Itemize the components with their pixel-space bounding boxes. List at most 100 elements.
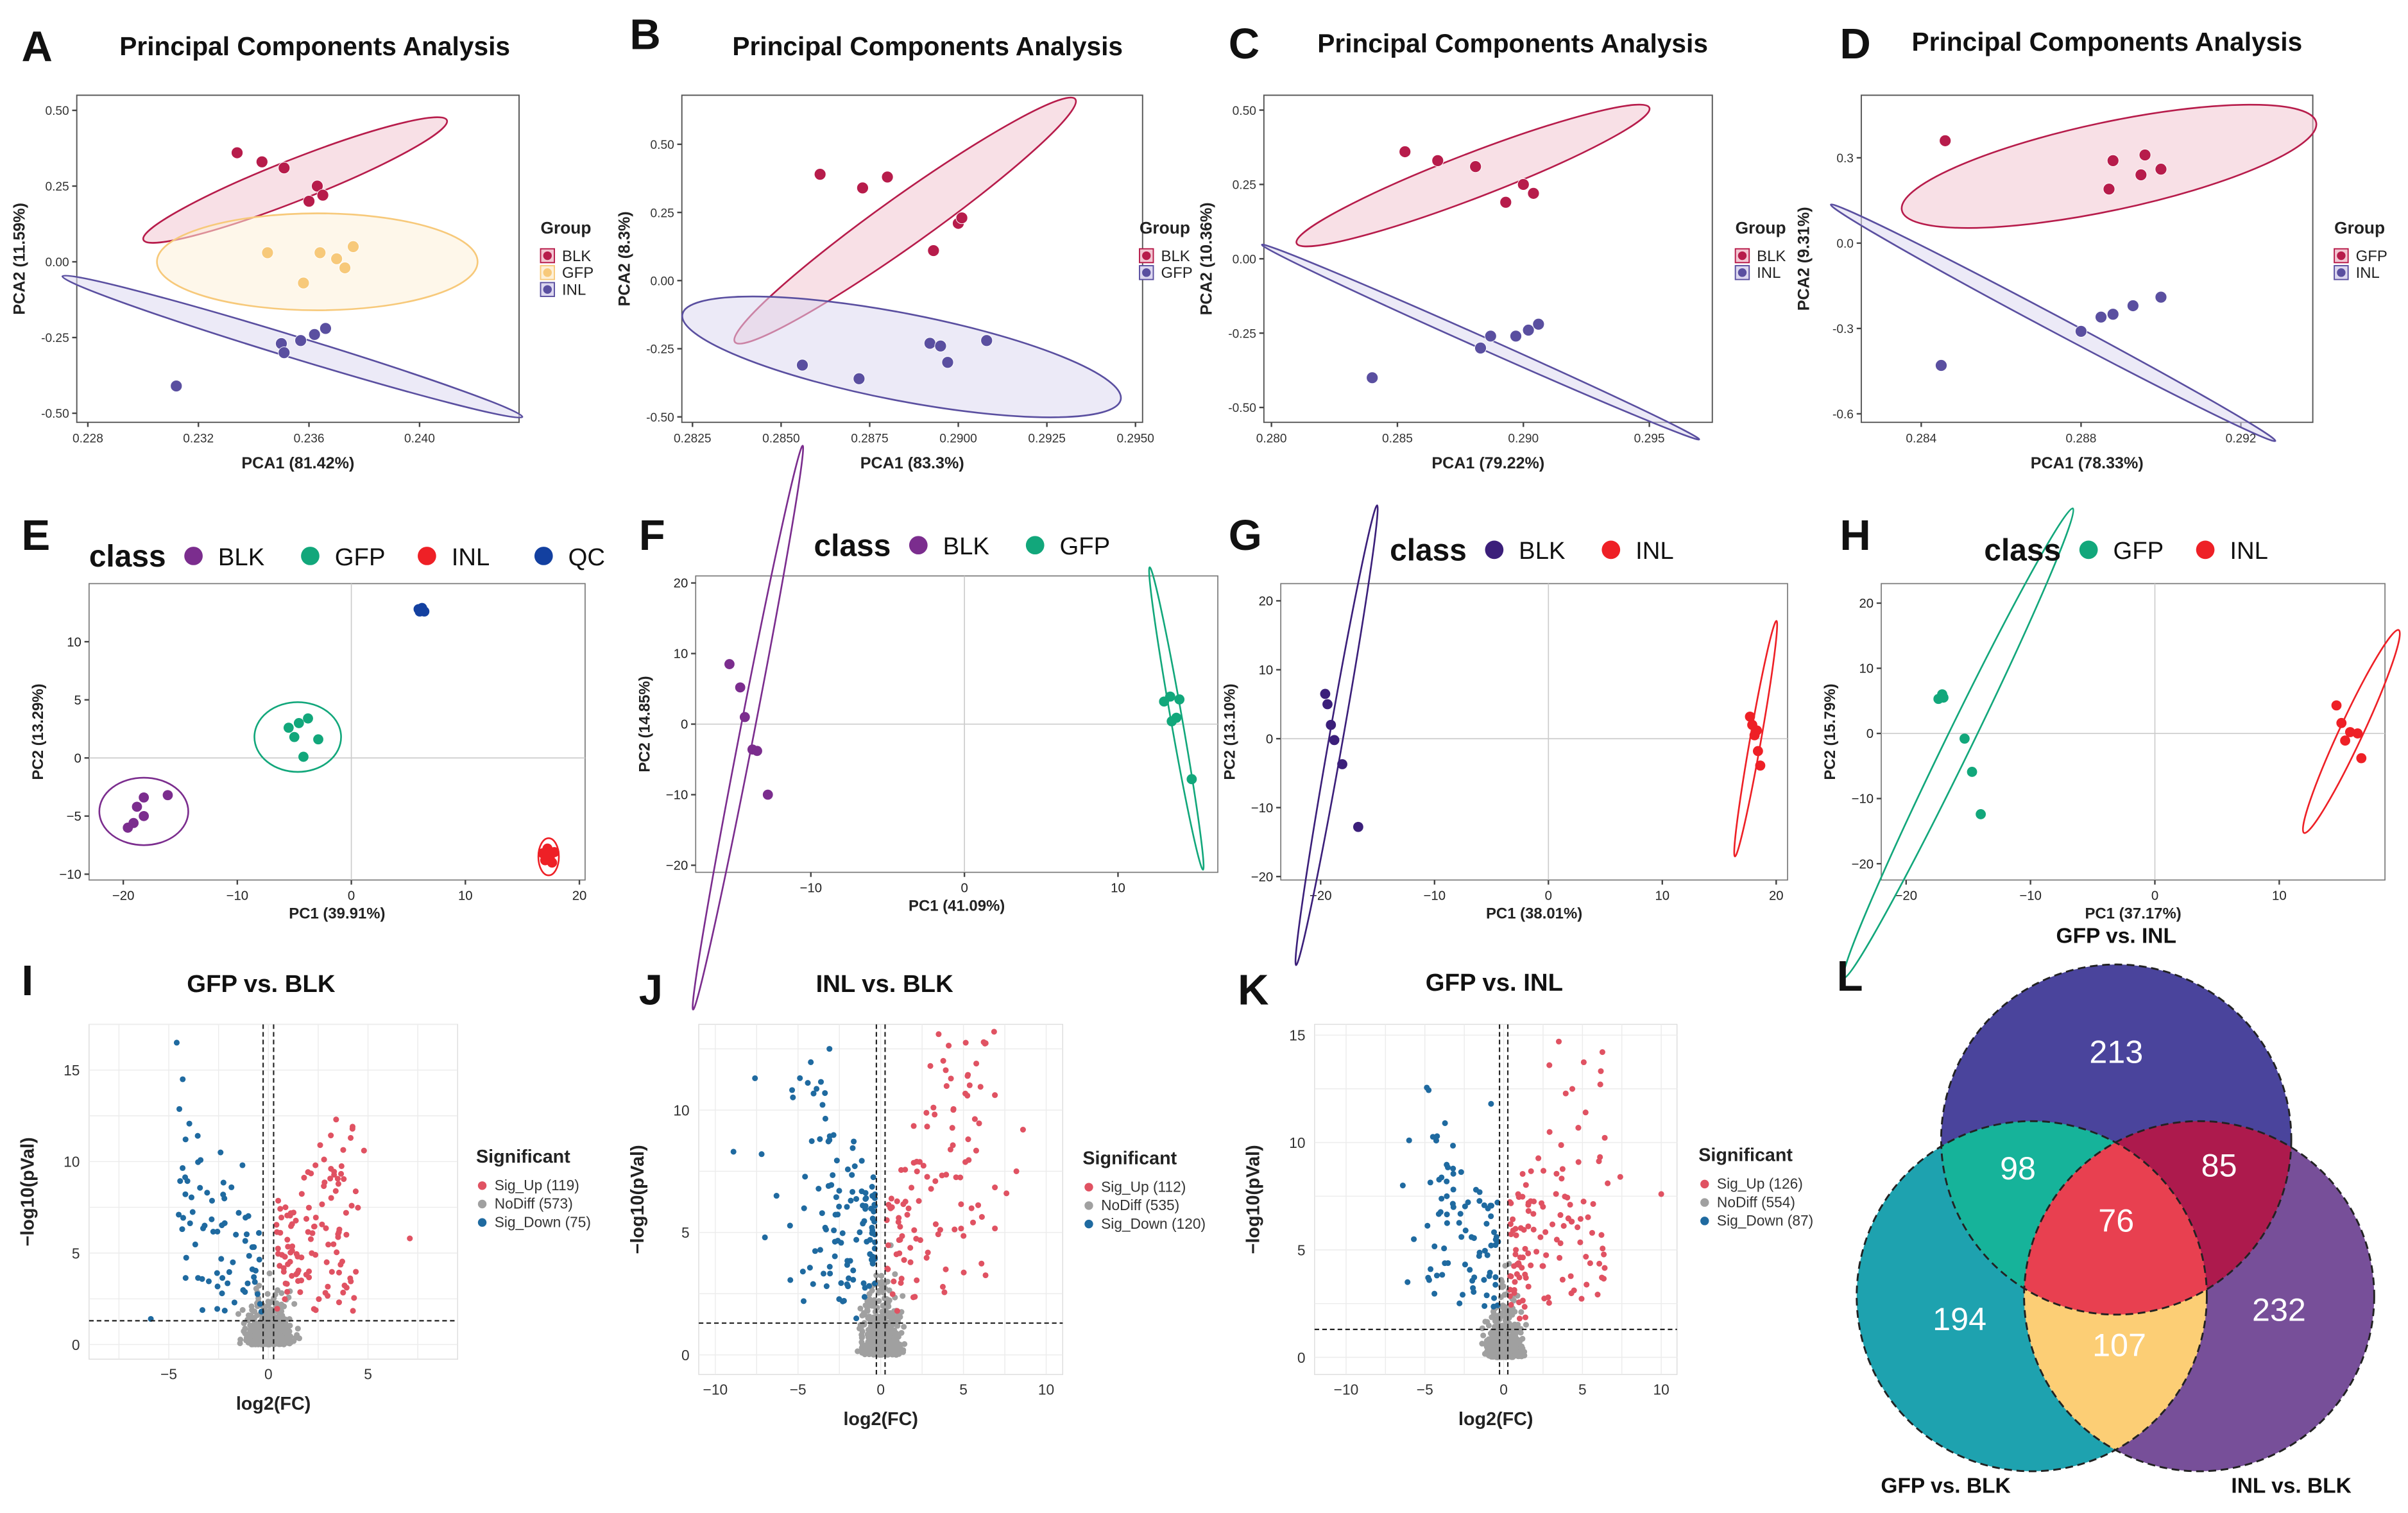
data-point-NoDiff [867, 1349, 873, 1356]
data-point-Sig_Up [1587, 1260, 1593, 1267]
data-point-NoDiff [239, 1307, 246, 1313]
pca-panel-C: Principal Components Analysis 0.280 0.285 0… [1197, 28, 1786, 472]
data-point-Sig_Down [214, 1283, 221, 1290]
y-tick-label: 0 [1866, 727, 1874, 741]
data-point-Sig_Up [962, 1039, 969, 1046]
data-point-Sig_Down [802, 1174, 808, 1180]
data-point-Sig_Up [898, 1276, 905, 1282]
data-point-Sig_Up [275, 1197, 282, 1204]
data-point-Sig_Up [287, 1223, 295, 1229]
data-point-Sig_Up [351, 1295, 357, 1301]
legend-title: Significant [1698, 1145, 1793, 1165]
data-point-Sig_Down [256, 1256, 262, 1263]
y-tick-label: -0.50 [1228, 402, 1256, 415]
data-point-Sig_Up [282, 1254, 288, 1260]
x-tick-label: 0 [961, 882, 968, 896]
data-point-GFP [2155, 163, 2167, 176]
data-point-Sig_Up [1507, 1286, 1514, 1293]
y-tick-label: 15 [64, 1062, 80, 1079]
data-point-Sig_Down [812, 1248, 818, 1254]
y-tick-label: 5 [74, 694, 81, 708]
data-point-Sig_Up [348, 1202, 355, 1209]
data-point-Sig_Down [1460, 1292, 1466, 1298]
data-point-Sig_Down [752, 1075, 758, 1081]
data-point-Sig_Up [1553, 1170, 1560, 1177]
data-point-GFP [934, 339, 947, 352]
data-point-Sig_Up [350, 1308, 356, 1314]
data-point-Sig_Up [1575, 1125, 1582, 1131]
data-point-Sig_Down [242, 1288, 248, 1295]
data-point-Sig_Up [317, 1142, 323, 1149]
data-point-GFP [261, 246, 274, 259]
x-tick-label: −10 [2019, 889, 2041, 903]
data-point-Sig_Up [1514, 1271, 1520, 1278]
data-point-NoDiff [286, 1338, 292, 1344]
data-point-Sig_Up [407, 1235, 413, 1242]
data-point-Sig_Down [182, 1136, 189, 1143]
data-point-BLK [1337, 759, 1347, 769]
data-point-Sig_Up [323, 1225, 329, 1231]
data-point-Sig_Down [243, 1231, 250, 1238]
data-point-Sig_Down [1449, 1142, 1456, 1149]
data-point-Sig_Up [330, 1241, 337, 1247]
data-point-Sig_Up [894, 1198, 900, 1204]
data-point-INL [2356, 753, 2367, 764]
data-point-Sig_Up [1510, 1216, 1516, 1222]
plot-frame [88, 583, 586, 881]
data-point-NoDiff [878, 1272, 885, 1279]
score-panel-E: −20 −10 0 10 20 −10 −5 0 5 10 PC1 (39.91%) PC2 (13.… [30, 540, 605, 922]
data-point-Sig_Up [1558, 1175, 1565, 1182]
data-point-Sig_Up [916, 1198, 922, 1204]
legend-label: GFP [2113, 537, 2164, 565]
legend-key-dot [1700, 1217, 1709, 1226]
data-point-Sig_Down [850, 1267, 857, 1274]
data-point-NoDiff [252, 1332, 258, 1338]
y-tick-label: 0 [1266, 732, 1273, 746]
venn-circle-outline [1940, 963, 2293, 1316]
data-point-NoDiff [887, 1338, 893, 1344]
x-tick-label: 5 [1578, 1381, 1587, 1398]
data-point-Sig_Down [836, 1203, 842, 1210]
data-point-Sig_Up [340, 1289, 346, 1296]
data-point-Sig_Up [277, 1263, 283, 1269]
data-point-Sig_Down [198, 1157, 204, 1163]
data-point-NoDiff [1480, 1332, 1487, 1338]
data-point-Sig_Down [790, 1094, 796, 1100]
data-point-Sig_Down [1428, 1266, 1434, 1272]
data-point-Sig_Down [189, 1209, 196, 1215]
confidence-ellipse-BLK [98, 776, 189, 846]
data-point-Sig_Up [1599, 1049, 1605, 1056]
x-axis-label: PCA1 (81.42%) [241, 454, 354, 472]
data-point-Sig_Down [231, 1299, 237, 1306]
data-point-NoDiff [876, 1331, 882, 1337]
x-tick-label: 0.2925 [1028, 432, 1066, 445]
data-point-INL [2340, 735, 2350, 746]
y-tick-label: -0.25 [41, 332, 69, 345]
data-point-Sig_Down [255, 1230, 262, 1236]
y-axis-label: −log10(pVal) [18, 1137, 38, 1246]
x-tick-label: 5 [959, 1381, 968, 1398]
x-tick-label: 20 [572, 889, 587, 903]
panel-letter-G: G [1229, 511, 1262, 560]
x-tick-label: 10 [458, 889, 473, 903]
data-point-GFP [2103, 183, 2115, 196]
x-tick-label: −20 [1310, 889, 1331, 903]
legend-label: Sig_Up (126) [1717, 1175, 1803, 1192]
x-tick-label: 0.295 [1634, 432, 1665, 445]
legend-key-dot [1025, 536, 1045, 555]
data-point-Sig_Up [1557, 1240, 1564, 1247]
x-tick-label: 0.228 [73, 432, 103, 445]
venn-region-count: 85 [2201, 1147, 2237, 1183]
data-point-BLK [302, 195, 316, 208]
data-point-Sig_Up [1559, 1276, 1566, 1283]
data-point-Sig_Down [1488, 1213, 1494, 1220]
x-tick-label: 0 [1545, 889, 1552, 903]
data-point-GFP [2106, 154, 2119, 167]
data-point-Sig_Up [333, 1116, 339, 1123]
data-point-NoDiff [901, 1324, 907, 1330]
data-point-Sig_Down [853, 1195, 860, 1202]
legend-label: BLK [943, 533, 990, 560]
x-axis-label: log2(FC) [236, 1394, 311, 1414]
data-point-Sig_Up [355, 1204, 361, 1211]
